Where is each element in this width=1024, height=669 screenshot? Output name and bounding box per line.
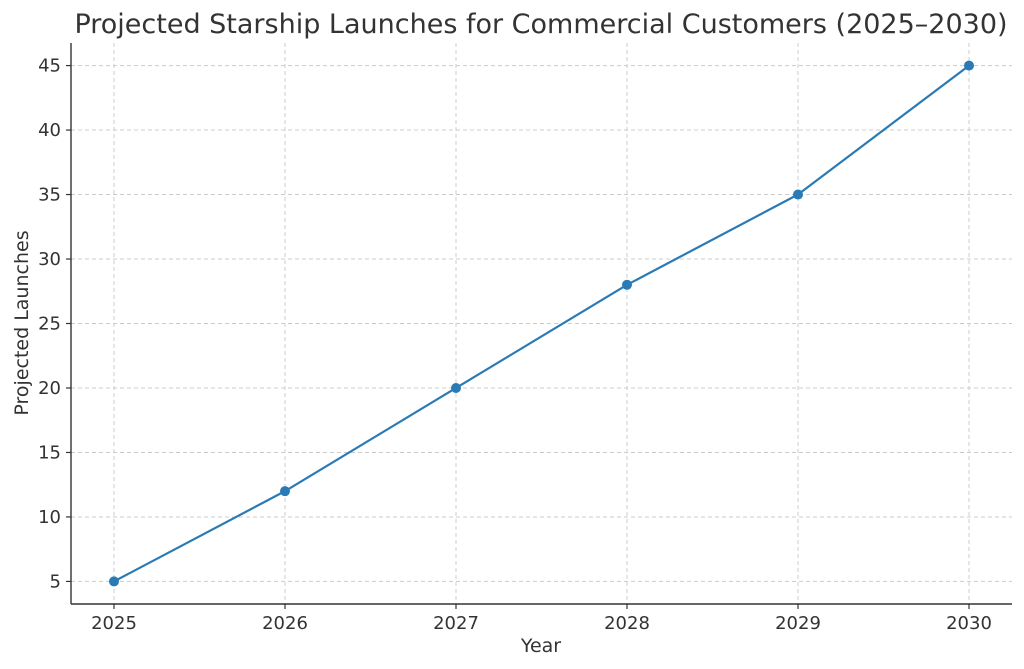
data-point — [109, 576, 119, 587]
x-tick-label: 2025 — [91, 613, 137, 634]
x-tick-label: 2030 — [946, 613, 992, 634]
grid — [71, 43, 1012, 604]
x-tick-label: 2029 — [775, 613, 821, 634]
series-layer — [109, 60, 974, 587]
series-line — [113, 64, 970, 583]
y-tick-label: 20 — [38, 378, 61, 399]
y-tick-label: 40 — [38, 120, 61, 141]
chart-title: Projected Starship Launches for Commerci… — [74, 9, 1007, 40]
x-tick-label: 2028 — [604, 613, 650, 634]
y-tick-label: 15 — [38, 442, 61, 463]
y-tick-label: 30 — [38, 249, 61, 270]
x-tick-label: 2027 — [433, 613, 479, 634]
data-point — [622, 279, 632, 290]
y-tick-label: 45 — [38, 56, 61, 77]
tick-labels: 2025 2026 2027 2028 2029 20305101520253035404… — [38, 56, 992, 634]
y-tick-label: 10 — [38, 507, 61, 528]
data-point — [793, 189, 803, 200]
y-axis-label: Projected Launches — [11, 230, 33, 415]
x-tick-label: 2026 — [262, 613, 308, 634]
y-tick-label: 25 — [38, 314, 61, 335]
data-point — [280, 486, 290, 497]
x-axis-label: Year — [520, 635, 561, 657]
y-tick-label: 5 — [50, 571, 61, 592]
data-point — [451, 382, 461, 393]
y-tick-label: 35 — [38, 185, 61, 206]
data-point — [964, 60, 974, 71]
